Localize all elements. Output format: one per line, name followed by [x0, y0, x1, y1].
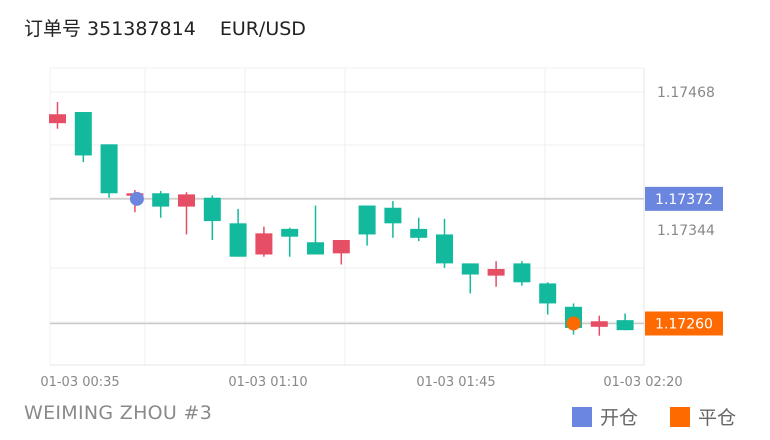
legend-open-label: 开仓 [600, 407, 639, 429]
open-marker [129, 191, 144, 206]
candle-body [307, 242, 324, 255]
y-tick-label: 1.17468 [657, 85, 715, 101]
candle-body [487, 268, 505, 276]
x-tick-label: 01-03 01:10 [228, 375, 307, 390]
currency-pair: EUR/USD [219, 18, 306, 40]
open-price-tag-bg [645, 186, 723, 211]
legend-close: 平仓 [670, 403, 736, 430]
candle-body [384, 207, 402, 224]
candle-body [74, 112, 92, 156]
candle-body [332, 240, 350, 254]
candle-body [590, 321, 608, 327]
candle-body [513, 263, 531, 283]
candle-body [203, 197, 221, 222]
open-swatch-icon [572, 406, 592, 427]
x-tick-label: 01-03 02:20 [603, 375, 682, 390]
x-tick-label: 01-03 00:35 [40, 375, 119, 390]
candle-body [255, 233, 273, 255]
candle-body [461, 263, 479, 275]
candle-body [436, 234, 453, 264]
order-header: 订单号 351387814 EUR/USD [24, 14, 306, 41]
candle-body [358, 205, 376, 235]
candle-body [281, 228, 299, 237]
x-tick-label: 01-03 01:45 [416, 375, 495, 390]
candle-body [616, 320, 634, 331]
candle-body [229, 223, 247, 257]
close-swatch-icon [670, 406, 690, 427]
close-price-tag-bg [645, 311, 723, 336]
candle-body [100, 144, 118, 194]
legend-close-label: 平仓 [698, 407, 737, 429]
candle-body [178, 194, 195, 207]
order-number: 351387814 [87, 18, 196, 40]
candle-body [539, 283, 557, 304]
order-label: 订单号 [24, 18, 82, 40]
candle-body [152, 193, 170, 207]
close-marker [566, 316, 581, 331]
candle-body [49, 114, 66, 124]
y-tick-label: 1.17344 [657, 223, 715, 239]
open-price-tag-label: 1.17372 [655, 192, 713, 208]
candle-body [410, 228, 428, 238]
legend-open: 开仓 [572, 403, 638, 430]
close-price-tag-label: 1.17260 [655, 316, 713, 332]
account-name: WEIMING ZHOU #3 [24, 402, 213, 424]
